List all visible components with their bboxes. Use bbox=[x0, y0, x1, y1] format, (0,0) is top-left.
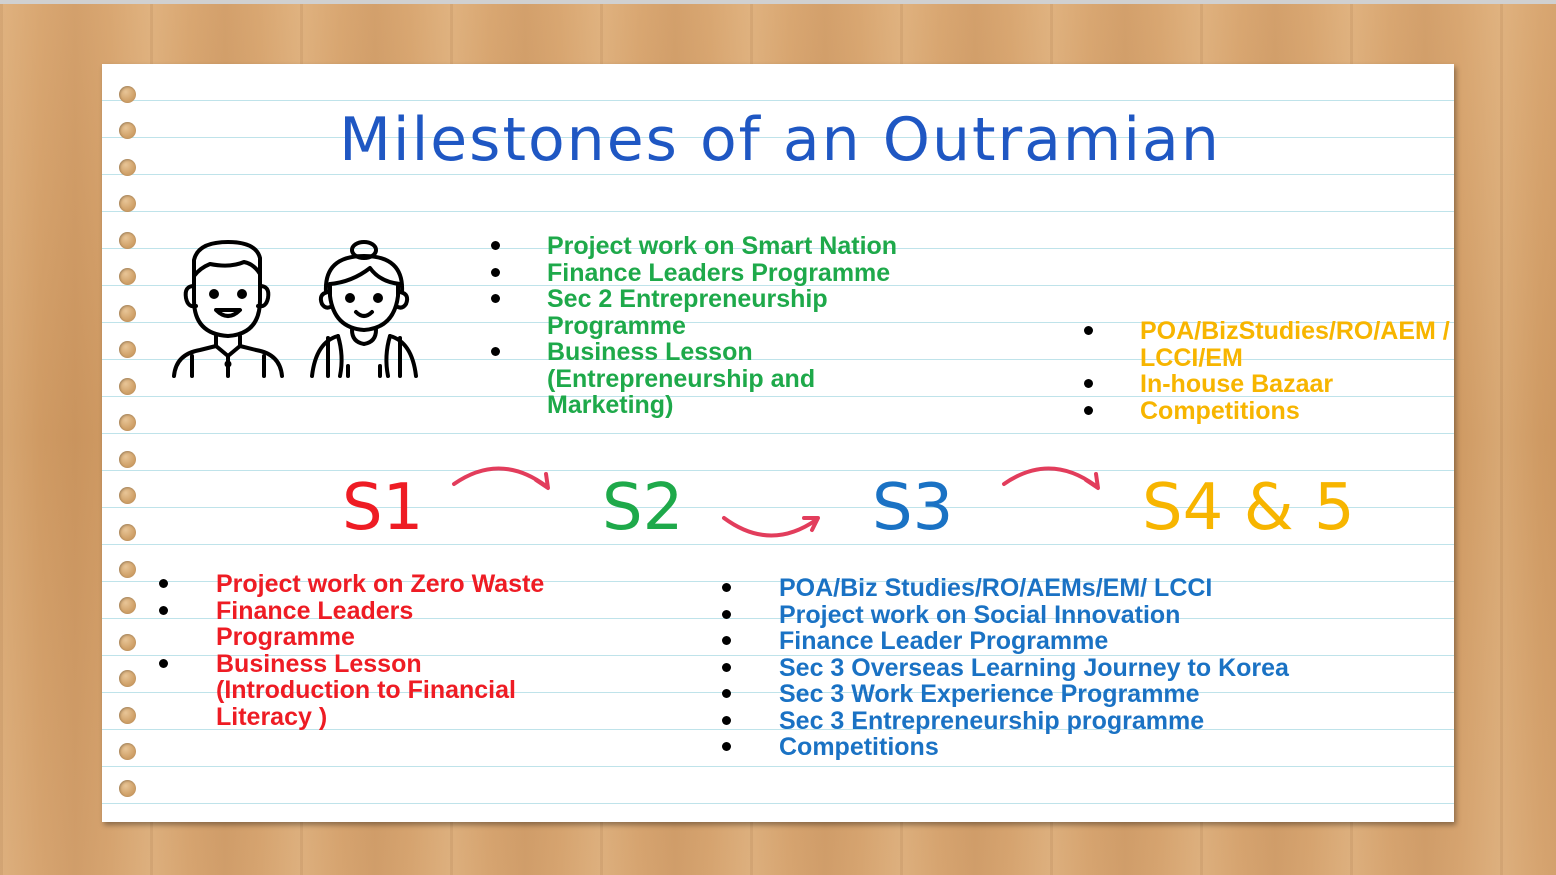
binder-hole bbox=[119, 670, 136, 687]
girl-student-icon bbox=[310, 240, 418, 378]
list-item: Finance Leaders Programme bbox=[159, 597, 456, 651]
list-item: POA/Biz Studies/RO/AEMs/EM/ LCCI bbox=[722, 575, 1379, 602]
list-item: Finance Leader Programme bbox=[722, 628, 1379, 655]
binder-hole bbox=[119, 780, 136, 797]
list-item: Project work on Smart Nation bbox=[491, 233, 967, 260]
arrow-s3-to-s45-icon bbox=[1002, 466, 1100, 490]
list-item: In-house Bazaar bbox=[1084, 371, 1456, 398]
binder-hole bbox=[119, 268, 136, 285]
binder-hole bbox=[119, 195, 136, 212]
binder-hole bbox=[119, 378, 136, 395]
stage-label-s45: S4 & 5 bbox=[1142, 471, 1355, 545]
binder-hole bbox=[119, 634, 136, 651]
page-title: Milestones of an Outramian bbox=[339, 105, 1221, 175]
binder-hole bbox=[119, 232, 136, 249]
binder-hole bbox=[119, 341, 136, 358]
notebook-paper bbox=[102, 64, 1454, 822]
top-border bbox=[0, 0, 1556, 4]
list-item: Business Lesson (Entrepreneurship and Ma… bbox=[491, 339, 867, 419]
list-item: Project work on Social Innovation bbox=[722, 601, 1379, 629]
list-item: POA/BizStudies/RO/AEM / LCCI/EM bbox=[1084, 318, 1456, 371]
binder-hole bbox=[119, 414, 136, 431]
list-item: Competitions bbox=[1084, 397, 1456, 425]
list-item: Sec 2 Entrepreneurship Programme bbox=[491, 286, 867, 339]
s3-milestone-list: POA/Biz Studies/RO/AEMs/EM/ LCCI Project… bbox=[722, 575, 1379, 761]
s1-milestone-list: Project work on Zero Waste Finance Leade… bbox=[159, 571, 616, 731]
stage-label-s2: S2 bbox=[602, 471, 684, 545]
list-item: Finance Leaders Programme bbox=[491, 259, 967, 287]
stage-label-s1: S1 bbox=[342, 471, 424, 545]
binder-hole bbox=[119, 743, 136, 760]
list-item: Sec 3 Entrepreneurship programme bbox=[722, 707, 1379, 735]
binder-hole bbox=[119, 305, 136, 322]
binder-hole bbox=[119, 159, 136, 176]
list-item: Sec 3 Work Experience Programme bbox=[722, 681, 1379, 708]
list-item: Project work on Zero Waste bbox=[159, 571, 616, 598]
binder-hole bbox=[119, 451, 136, 468]
binder-hole bbox=[119, 561, 136, 578]
binder-hole bbox=[119, 524, 136, 541]
binder-hole bbox=[119, 86, 136, 103]
list-item: Competitions bbox=[722, 734, 1379, 761]
binder-hole bbox=[119, 122, 136, 139]
s2-milestone-list: Project work on Smart Nation Finance Lea… bbox=[491, 233, 967, 419]
list-item: Sec 3 Overseas Learning Journey to Korea bbox=[722, 654, 1379, 682]
s45-milestone-list: POA/BizStudies/RO/AEM / LCCI/EM In-house… bbox=[1084, 318, 1456, 425]
stage-label-s3: S3 bbox=[872, 471, 954, 545]
list-item: Business Lesson (Introduction to Financi… bbox=[159, 650, 576, 731]
binder-hole bbox=[119, 707, 136, 724]
binder-hole bbox=[119, 597, 136, 614]
binder-hole bbox=[119, 487, 136, 504]
arrow-s2-to-s3-icon bbox=[722, 516, 820, 538]
boy-student-icon bbox=[172, 240, 284, 378]
arrow-s1-to-s2-icon bbox=[452, 466, 550, 490]
